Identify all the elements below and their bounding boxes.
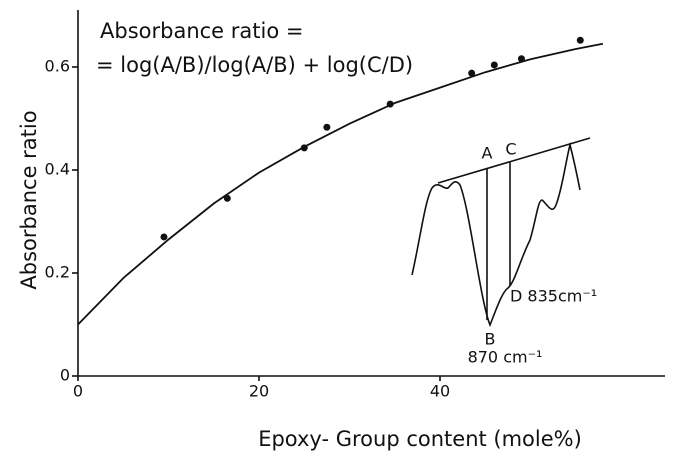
data-point — [223, 194, 231, 202]
data-point — [386, 100, 394, 108]
inset-label: 870 cm⁻¹ — [468, 348, 543, 367]
y-tick-label: 0.4 — [45, 160, 70, 179]
y-tick-label: 0.6 — [45, 57, 70, 76]
data-point — [576, 36, 584, 44]
fit-curve — [77, 42, 604, 326]
y-tick-label: 0 — [60, 366, 70, 385]
data-point — [490, 61, 498, 69]
data-point — [468, 69, 476, 77]
data-point — [160, 233, 168, 241]
y-tick-label: 0.2 — [45, 263, 70, 282]
inset-label: A — [482, 144, 493, 163]
x-tick-label: 0 — [73, 382, 83, 401]
inset-label: B — [485, 330, 496, 349]
inset-label: C — [505, 140, 516, 159]
y-axis-label: Absorbance ratio — [17, 110, 41, 289]
x-axis-label: Epoxy- Group content (mole%) — [258, 427, 582, 451]
annotation-formula: = log(A/B)/log(A/B) + log(C/D) — [96, 53, 413, 77]
x-tick-label: 20 — [249, 382, 269, 401]
annotation-title: Absorbance ratio = — [100, 19, 303, 43]
x-tick-label: 40 — [430, 382, 450, 401]
data-point — [300, 144, 308, 152]
data-point — [517, 55, 525, 63]
inset-spectrum — [411, 137, 591, 328]
inset-label: D 835cm⁻¹ — [510, 287, 597, 306]
data-point — [323, 123, 331, 131]
